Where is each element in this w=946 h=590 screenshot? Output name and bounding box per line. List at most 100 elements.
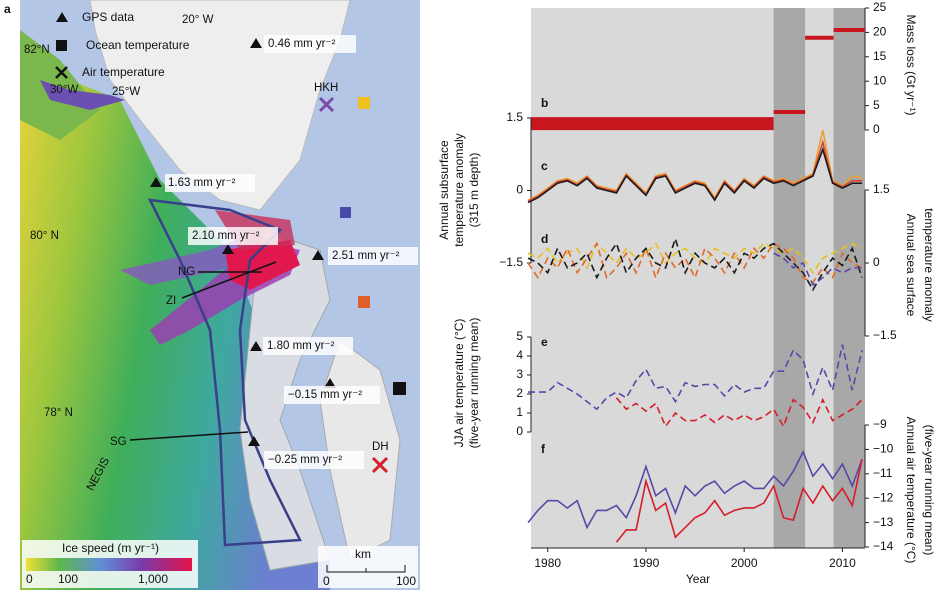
series-line xyxy=(773,252,863,287)
y-tick-label: −14 xyxy=(873,539,894,553)
label-box xyxy=(263,337,353,355)
series-line xyxy=(527,241,863,284)
glacier-label: ZI xyxy=(166,295,176,307)
glacier-label: SG xyxy=(110,436,127,448)
y-tick-label: 2 xyxy=(516,386,523,400)
y-tick-label: −11 xyxy=(873,466,893,480)
legend-cross xyxy=(55,66,68,79)
plot-background xyxy=(531,8,865,548)
station-label: HKH xyxy=(314,82,338,94)
panel-label: c xyxy=(541,159,548,173)
colorbar-tick: 100 xyxy=(58,572,78,586)
gps-label: 1.63 mm yr⁻² xyxy=(168,177,236,189)
air-temp-marker xyxy=(318,96,335,113)
series-line xyxy=(527,146,863,204)
ocean-marker xyxy=(358,296,370,308)
gps-marker xyxy=(250,38,262,48)
y-tick-label: 0 xyxy=(873,122,880,136)
leader-line xyxy=(129,431,249,441)
gps-marker xyxy=(248,436,260,446)
gps-label: 2.51 mm yr⁻² xyxy=(332,250,400,262)
y-tick-label: −9 xyxy=(873,417,887,431)
x-tick-label: 2000 xyxy=(731,556,758,570)
scale-unit: km xyxy=(355,547,371,561)
y-axis-label: temperature anomaly xyxy=(922,208,936,321)
y-tick-label: 0 xyxy=(516,183,523,197)
ocean-marker xyxy=(340,207,351,218)
y-tick-label: 5 xyxy=(516,329,523,343)
y-tick-label: 3 xyxy=(516,367,523,381)
shaded-period xyxy=(773,8,806,548)
y-tick-label: 15 xyxy=(873,49,887,63)
ocean-marker xyxy=(358,97,370,109)
ice-stream-north xyxy=(40,80,125,110)
series-line xyxy=(528,344,863,411)
series-line xyxy=(527,139,863,202)
y-tick-label: −1.5 xyxy=(499,255,523,269)
x-tick-label: 1980 xyxy=(534,556,561,570)
lon-label: 30°W xyxy=(50,84,78,96)
series-line xyxy=(615,397,863,429)
gps-marker xyxy=(250,341,262,351)
leader-line xyxy=(181,261,277,299)
basin-outline xyxy=(147,198,302,547)
gps-label: 0.46 mm yr⁻² xyxy=(268,38,336,50)
scale-box xyxy=(318,546,418,588)
colorbar-tick: 0 xyxy=(26,572,33,586)
y-tick-label: 25 xyxy=(873,0,887,14)
y-tick-label: 4 xyxy=(516,348,523,362)
label-box xyxy=(264,451,364,469)
gps-label: 1.80 mm yr⁻² xyxy=(267,340,335,352)
gps-label: 2.10 mm yr⁻² xyxy=(192,230,260,242)
legend-label: Air temperature xyxy=(82,65,165,79)
scale-bar xyxy=(326,565,406,573)
label-box xyxy=(188,227,278,245)
colorbar-title: Ice speed (m yr⁻¹) xyxy=(62,541,159,555)
shaded-period xyxy=(833,8,865,548)
y-tick-label: 1.5 xyxy=(506,110,523,124)
y-tick-label: −12 xyxy=(873,490,894,504)
y-axis-label: temperature anomaly xyxy=(452,133,466,246)
x-tick-label: 2010 xyxy=(829,556,856,570)
y-axis-label: Mass loss (Gt yr⁻¹) xyxy=(904,15,918,116)
label-box xyxy=(165,174,255,192)
gps-marker xyxy=(324,378,336,388)
series-line xyxy=(615,458,863,543)
y-tick-label: −1.5 xyxy=(873,328,897,342)
label-box xyxy=(284,386,380,404)
series-line xyxy=(527,129,863,201)
lat-label: 78° N xyxy=(44,407,73,419)
label-box xyxy=(328,247,418,265)
panel-label: b xyxy=(541,96,548,110)
y-tick-label: 1.5 xyxy=(873,182,890,196)
panel-label: d xyxy=(541,232,548,246)
y-axis-label: Annual air temperature (°C) xyxy=(904,417,918,564)
air-temp-marker xyxy=(371,456,389,474)
lat-label: 80° N xyxy=(30,230,59,242)
y-tick-label: −10 xyxy=(873,442,894,456)
station-label: DH xyxy=(372,441,389,453)
fast-ice xyxy=(225,240,300,290)
lat-label: 82°N xyxy=(24,44,50,56)
colorbar xyxy=(26,558,192,571)
panel-label: e xyxy=(541,335,548,349)
panel-label: a xyxy=(4,2,11,16)
scale-tick: 100 xyxy=(396,574,416,588)
y-tick-label: 0 xyxy=(873,255,880,269)
panel-label: f xyxy=(541,442,546,456)
colorbar-tick: 1,000 xyxy=(138,572,168,586)
series-line xyxy=(527,449,863,530)
y-axis-label: (315 m depth) xyxy=(467,153,481,228)
lon-label: 20° W xyxy=(182,14,214,26)
gps-marker xyxy=(312,250,324,260)
legend-label: Ocean temperature xyxy=(86,38,190,52)
y-tick-label: 1 xyxy=(516,405,523,419)
gps-label: −0.25 mm yr⁻² xyxy=(268,454,342,466)
y-tick-label: 10 xyxy=(873,73,887,87)
x-axis-label: Year xyxy=(686,572,710,586)
series-line xyxy=(527,242,863,275)
y-axis-label: (five-year running mean) xyxy=(922,425,936,556)
